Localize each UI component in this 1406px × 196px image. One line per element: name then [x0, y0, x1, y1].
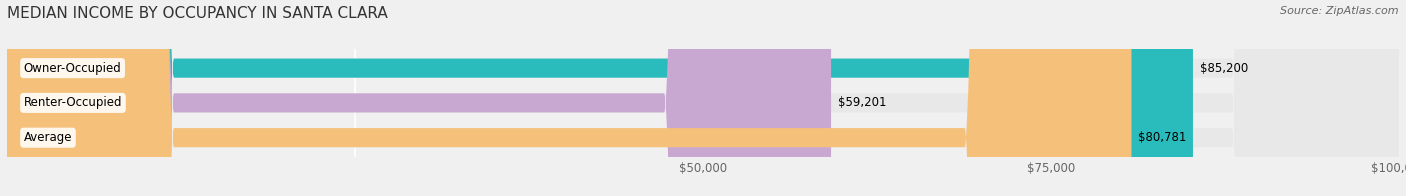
Text: $80,781: $80,781 — [1139, 131, 1187, 144]
Text: $85,200: $85,200 — [1199, 62, 1249, 75]
FancyBboxPatch shape — [7, 0, 1132, 196]
Text: Source: ZipAtlas.com: Source: ZipAtlas.com — [1281, 6, 1399, 16]
Text: MEDIAN INCOME BY OCCUPANCY IN SANTA CLARA: MEDIAN INCOME BY OCCUPANCY IN SANTA CLAR… — [7, 6, 388, 21]
FancyBboxPatch shape — [7, 0, 831, 196]
Text: Renter-Occupied: Renter-Occupied — [24, 96, 122, 109]
Text: $59,201: $59,201 — [838, 96, 887, 109]
Text: Owner-Occupied: Owner-Occupied — [24, 62, 121, 75]
FancyBboxPatch shape — [7, 0, 1192, 196]
FancyBboxPatch shape — [7, 0, 1399, 196]
FancyBboxPatch shape — [7, 0, 1399, 196]
Text: Average: Average — [24, 131, 72, 144]
FancyBboxPatch shape — [7, 0, 1399, 196]
